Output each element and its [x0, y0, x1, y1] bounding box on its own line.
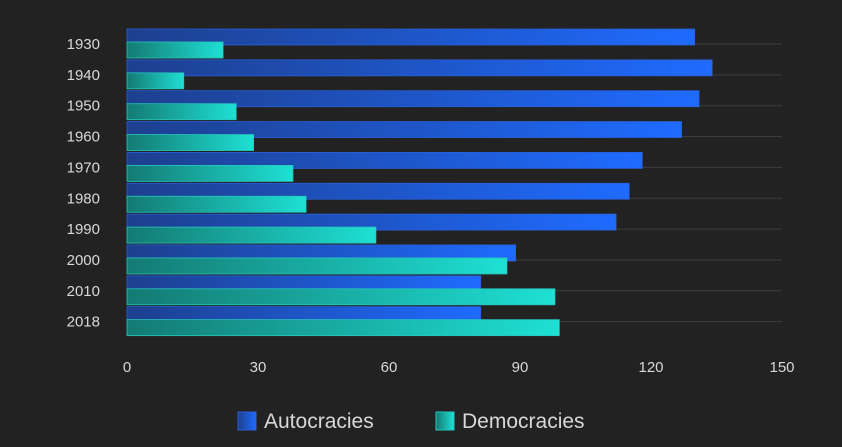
bar-democracies-1930: [126, 41, 224, 59]
x-tick-label: 90: [512, 359, 529, 376]
x-axis-labels: 0 30 60 90 120 150: [123, 359, 795, 376]
y-tick-label: 1940: [67, 67, 100, 84]
legend-swatch-autocracies: [237, 411, 257, 431]
legend: Autocracies Democracies: [237, 410, 585, 433]
bar-democracies-1990: [126, 226, 377, 244]
x-tick-label: 120: [638, 359, 663, 376]
bar-democracies-1970: [126, 164, 294, 182]
y-tick-label: 2000: [67, 252, 100, 269]
bar-autocracies-1970: [126, 151, 643, 169]
bar-democracies-1940: [126, 72, 185, 90]
y-tick-label: 1990: [67, 221, 100, 238]
y-tick-label: 2010: [67, 283, 100, 300]
x-tick-label: 150: [769, 359, 794, 376]
y-axis-labels: 1930 1940 1950 1960 1970 1980 1990 2000 2010 2018: [67, 36, 100, 331]
bar-autocracies-1940: [126, 59, 713, 77]
bar-democracies-1950: [126, 103, 237, 121]
bar-democracies-2000: [126, 257, 508, 275]
bar-democracies-1980: [126, 195, 307, 213]
legend-label-autocracies: Autocracies: [264, 410, 374, 433]
y-tick-label: 2018: [67, 314, 100, 331]
legend-label-democracies: Democracies: [462, 410, 585, 433]
y-tick-label: 1930: [67, 36, 100, 53]
y-tick-label: 1960: [67, 129, 100, 146]
bars: [126, 28, 713, 337]
bar-autocracies-1930: [126, 28, 696, 46]
x-tick-label: 0: [123, 359, 131, 376]
bar-autocracies-1950: [126, 90, 700, 108]
bar-autocracies-1980: [126, 182, 630, 200]
bar-democracies-1960: [126, 134, 255, 151]
bar-democracies-2018: [126, 319, 560, 337]
bar-democracies-2010: [126, 288, 556, 306]
x-tick-label: 60: [381, 359, 398, 376]
bar-autocracies-1960: [126, 121, 682, 138]
y-tick-label: 1950: [67, 98, 100, 115]
y-tick-label: 1980: [67, 190, 100, 207]
y-tick-label: 1970: [67, 159, 100, 176]
x-tick-label: 30: [250, 359, 267, 376]
legend-swatch-democracies: [435, 411, 455, 431]
